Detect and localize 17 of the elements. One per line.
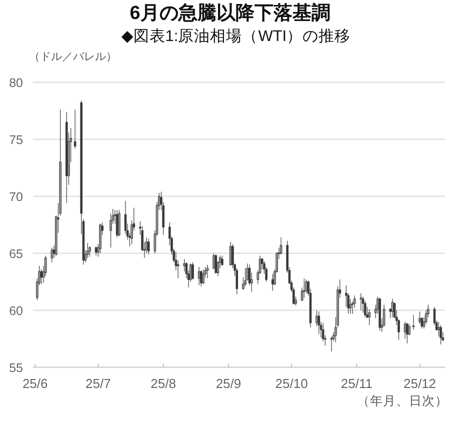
y-tick-label: 65 (9, 246, 24, 261)
xlabel: （年月、日次） (357, 394, 448, 408)
y-tick-label: 80 (9, 76, 24, 90)
x-tick-label: 25/7 (86, 376, 111, 391)
x-tick-label: 25/9 (216, 376, 242, 391)
x-tick-label: 25/8 (150, 376, 176, 391)
title: 6月の急騰以降下落基調 (130, 3, 330, 24)
x-tick-label: 25/11 (340, 376, 373, 391)
y-tick-label: 70 (9, 190, 24, 204)
y-tick-label: 60 (9, 304, 24, 318)
y-tick-label: 75 (9, 132, 24, 147)
x-tick-label: 25/12 (404, 376, 436, 391)
x-tick-label: 25/6 (22, 376, 48, 391)
ylabel: （ドル／バレル） (29, 51, 117, 63)
y-tick-label: 55 (9, 360, 24, 375)
subtitle: ◆図表1:原油相場（WTI）の推移 (121, 28, 351, 45)
x-tick-label: 25/10 (275, 376, 308, 391)
